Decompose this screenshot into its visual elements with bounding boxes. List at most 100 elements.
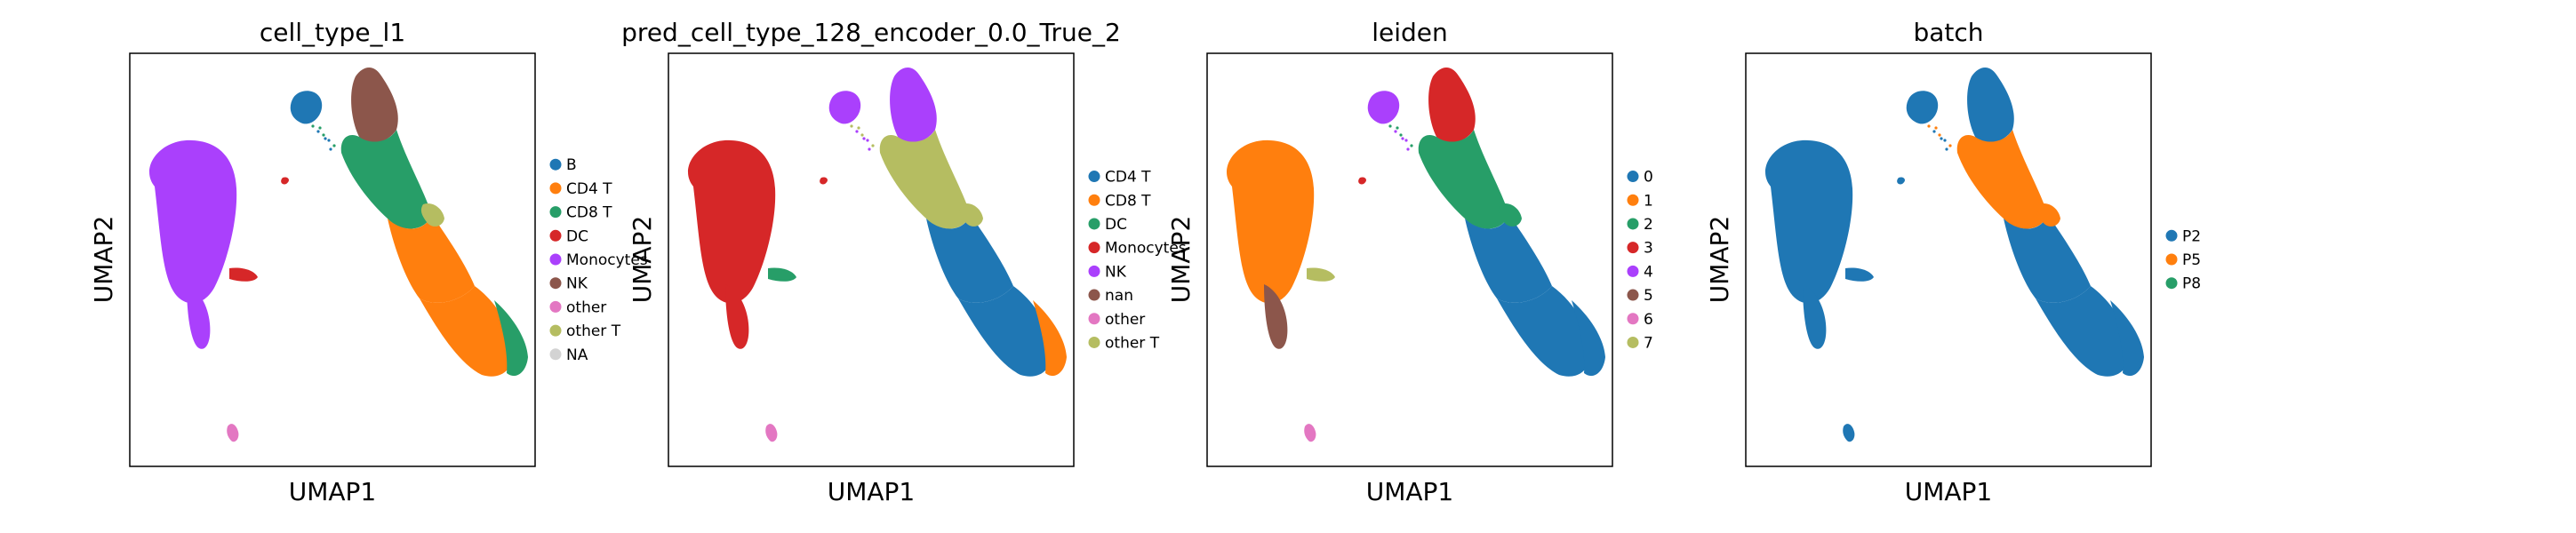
legend-marker: [1088, 336, 1100, 348]
panel-title: cell_type_l1: [260, 18, 405, 47]
cluster-left-stub: [1845, 267, 1874, 282]
scatter-point: [1406, 147, 1410, 151]
umap-panel-pred-cell-type: pred_cell_type_128_encoder_0.0_True_2 UM…: [621, 18, 1187, 506]
legend-label: 4: [1644, 263, 1653, 281]
legend-label: other: [566, 298, 606, 316]
legend-marker: [1088, 242, 1100, 254]
legend-label: 6: [1644, 311, 1653, 329]
legend-label: 7: [1644, 334, 1653, 352]
scatter-point: [1394, 130, 1397, 133]
x-axis-label: UMAP1: [1905, 477, 1993, 506]
legend-label: other: [1105, 311, 1145, 329]
scatter-point: [1399, 133, 1403, 137]
scatter-point: [855, 130, 859, 133]
legend-marker: [1627, 218, 1639, 230]
plot-frame: [129, 52, 536, 467]
cluster-upper-arm: [340, 130, 432, 229]
legend-marker: [1627, 242, 1639, 254]
scatter-point: [1388, 124, 1392, 128]
scatter-points: [688, 67, 1067, 442]
cluster-small-dot: [820, 177, 828, 185]
scatter-point: [311, 124, 315, 128]
cluster-arm-tip: [2110, 300, 2144, 377]
legend-marker: [2165, 229, 2178, 242]
legend-label: P5: [2182, 251, 2201, 269]
scatter-point: [1404, 139, 1408, 142]
scatter-point: [327, 139, 331, 142]
cluster-bottom-cluster: [1304, 424, 1316, 442]
legend-marker: [549, 158, 562, 171]
scatter-point: [1401, 137, 1404, 140]
y-axis-label: UMAP2: [1705, 216, 1734, 304]
cluster-arm-tip: [1572, 300, 1605, 377]
legend-label: NA: [566, 346, 588, 364]
cluster-olive-patch: [2036, 203, 2060, 227]
legend-marker: [549, 253, 562, 266]
panel-title: leiden: [1372, 18, 1448, 47]
cluster-middle-arm: [926, 215, 1013, 303]
cluster-left-blob: [688, 139, 776, 304]
cluster-b-cluster: [828, 91, 861, 124]
plot-frame: [1745, 52, 2152, 467]
legend-marker: [549, 277, 562, 290]
y-axis-label: UMAP2: [1166, 216, 1196, 304]
scatter-point: [1943, 139, 1947, 142]
cluster-upper-arm: [1418, 130, 1509, 229]
legend-marker: [549, 229, 562, 242]
cluster-arm-tip: [1033, 300, 1067, 377]
plot-frame: [1206, 52, 1613, 467]
legend-label: 2: [1644, 216, 1653, 234]
x-axis-label: UMAP1: [1366, 477, 1454, 506]
scatter-point: [1945, 147, 1948, 151]
cluster-olive-patch: [420, 203, 444, 227]
scatter-point: [1934, 126, 1938, 130]
umap-panel-leiden: leiden UMAP1 UMAP2 0 1 2 3 4 5 6 7: [1166, 18, 1653, 506]
scatter-point: [1396, 126, 1399, 130]
cluster-bottom-cluster: [1843, 424, 1855, 442]
legend-marker: [2165, 277, 2178, 290]
cluster-left-blob: [1227, 139, 1315, 304]
legend-label: CD8 T: [566, 204, 612, 222]
scatter-point: [322, 133, 325, 137]
legend-marker: [1627, 171, 1639, 183]
cluster-middle-arm: [2004, 215, 2091, 303]
legend-label: Monocytes: [566, 251, 648, 269]
cluster-lower-arm: [420, 286, 514, 377]
cluster-left-stem: [1264, 284, 1288, 349]
legend-marker: [549, 300, 562, 313]
plot-frame: [668, 52, 1075, 467]
cluster-left-stem: [725, 284, 749, 349]
legend-label: 0: [1644, 169, 1653, 187]
y-axis-label: UMAP2: [89, 216, 118, 304]
cluster-top-cluster: [351, 67, 398, 143]
scatter-points: [1765, 67, 2144, 442]
cluster-upper-arm: [879, 130, 971, 229]
scatter-point: [868, 147, 871, 151]
panel-title: batch: [1913, 18, 1983, 47]
cluster-left-stub: [1307, 267, 1335, 282]
scatter-point: [862, 137, 866, 140]
scatter-point: [329, 147, 332, 151]
scatter-point: [1948, 144, 1952, 147]
legend-marker: [1088, 171, 1100, 183]
cluster-b-cluster: [290, 91, 323, 124]
cluster-left-stem: [187, 284, 211, 349]
legend-marker: [549, 324, 562, 337]
scatter-point: [860, 133, 864, 137]
cluster-small-dot: [1897, 177, 1905, 185]
legend-label: CD8 T: [1105, 192, 1151, 210]
legend-marker: [2165, 253, 2178, 266]
cluster-left-blob: [149, 139, 237, 304]
cluster-small-dot: [1358, 177, 1366, 185]
legend-marker: [1088, 313, 1100, 325]
legend-label: P8: [2182, 275, 2201, 293]
legend: CD4 T CD8 T DC Monocytes NK nan other other T: [1088, 169, 1187, 352]
cluster-left-stub: [768, 267, 796, 282]
scatter-point: [324, 137, 327, 140]
scatter-point: [850, 124, 853, 128]
scatter-point: [316, 130, 320, 133]
cluster-olive-patch: [1498, 203, 1522, 227]
legend-marker: [1627, 313, 1639, 325]
legend: B CD4 T CD8 T DC Monocytes NK other other T NA: [549, 156, 648, 364]
